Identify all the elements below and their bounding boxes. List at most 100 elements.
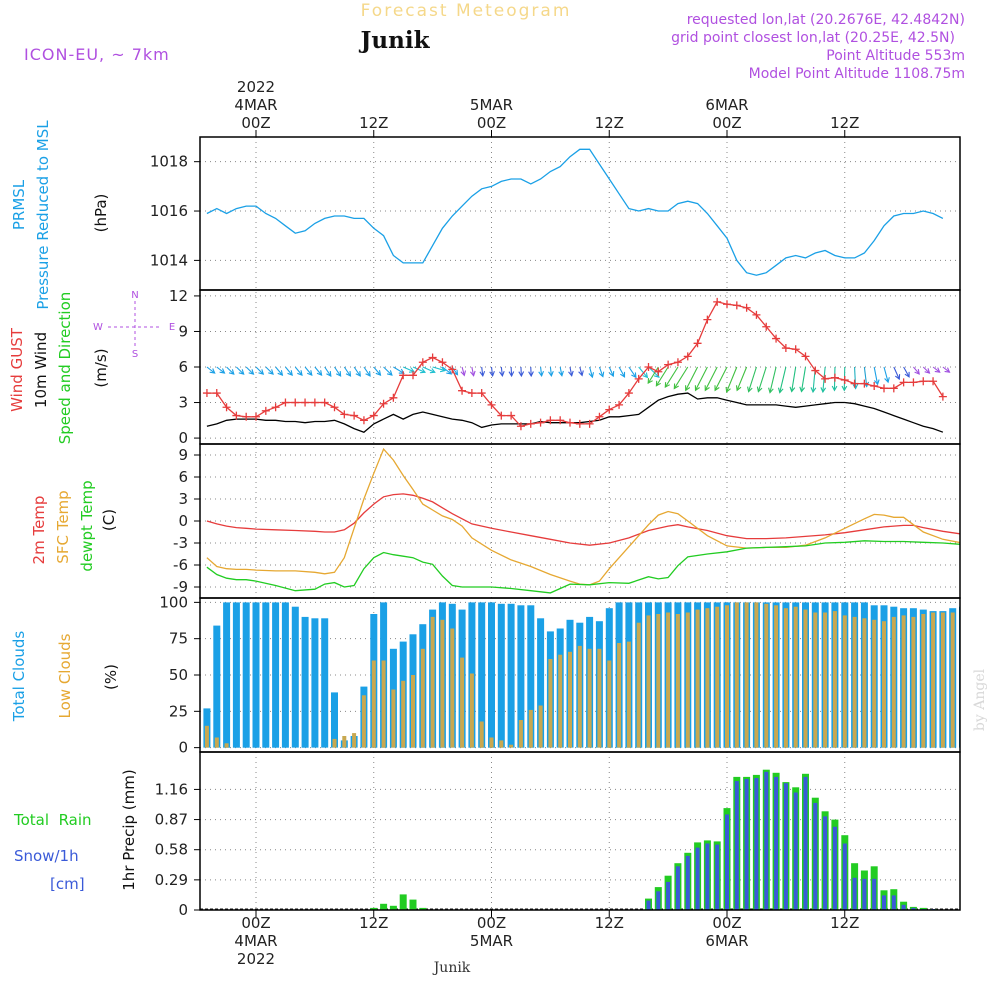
y-grid-panel-1 bbox=[200, 161, 960, 261]
wind-arrow-head bbox=[489, 371, 495, 378]
low-cloud-bar bbox=[646, 615, 651, 748]
wind-series bbox=[206, 301, 944, 433]
credit-watermark: by Angel bbox=[972, 668, 988, 731]
rain-bar bbox=[380, 903, 388, 910]
wind-arrow-head bbox=[647, 378, 653, 385]
wind-arrow bbox=[549, 366, 552, 376]
wind-arrow-head bbox=[209, 368, 216, 374]
low-cloud-bar bbox=[695, 609, 700, 748]
wind-arrow-head bbox=[365, 371, 371, 377]
y-tick-label: 6 bbox=[178, 468, 188, 486]
gust-marker bbox=[202, 389, 211, 398]
gust-marker bbox=[320, 398, 329, 407]
snow-bar bbox=[882, 895, 886, 910]
prmsl-line bbox=[206, 148, 944, 276]
wind-arrow bbox=[442, 366, 452, 375]
gust-marker bbox=[938, 392, 947, 401]
wind-10m-label: 10m Wind bbox=[32, 332, 50, 408]
y-axis-panel-5: 0 0.29 0.58 0.87 1.16 bbox=[155, 780, 200, 919]
wind-arrow bbox=[695, 366, 708, 391]
wind-arrow-head bbox=[756, 386, 763, 393]
snow-bar bbox=[754, 778, 759, 910]
gust-marker bbox=[781, 344, 790, 353]
snow-bar bbox=[823, 816, 828, 910]
gust-marker bbox=[467, 389, 476, 398]
wind-arrow bbox=[471, 366, 475, 376]
snow-bar bbox=[744, 779, 749, 910]
rain-bar bbox=[409, 899, 417, 910]
low-cloud-bar bbox=[411, 675, 415, 748]
gust-marker bbox=[605, 405, 614, 414]
snow-bar bbox=[734, 781, 739, 910]
celsius-unit: (C) bbox=[100, 509, 118, 531]
gust-marker bbox=[379, 399, 388, 408]
top-time-label: 00Z bbox=[241, 114, 270, 132]
y-tick-label: 1018 bbox=[150, 153, 188, 171]
gust-marker bbox=[624, 389, 633, 398]
gust-marker bbox=[536, 418, 545, 427]
wind-arrow-head bbox=[735, 385, 742, 392]
top-day-label: 5MAR bbox=[470, 96, 513, 114]
wind-arrow bbox=[608, 366, 614, 377]
wind-arrow bbox=[314, 366, 323, 376]
wind-arrow bbox=[334, 366, 342, 377]
total-cloud-bar bbox=[331, 692, 338, 748]
wind-arrow-head bbox=[685, 385, 691, 392]
speed-direction-label: Speed and Direction bbox=[56, 292, 74, 445]
wind-arrow bbox=[255, 366, 264, 375]
snow-bar bbox=[862, 878, 867, 910]
gust-marker bbox=[644, 363, 653, 371]
wind-arrow-head bbox=[469, 370, 476, 377]
wind-arrow-head bbox=[578, 370, 584, 377]
snow-bar bbox=[842, 843, 847, 910]
total-cloud-bar bbox=[527, 605, 535, 748]
low-cloud-bar bbox=[450, 628, 455, 748]
wind-arrow-head bbox=[345, 371, 352, 377]
gust-marker bbox=[252, 412, 260, 421]
wind-arrow bbox=[393, 366, 405, 374]
panel-frame-1 bbox=[199, 136, 961, 291]
gust-marker bbox=[212, 389, 221, 398]
wind-arrow-head bbox=[528, 371, 534, 378]
wind-arrow bbox=[490, 366, 494, 376]
low-cloud-bar bbox=[538, 705, 543, 748]
wind-arrow bbox=[461, 366, 465, 376]
y-tick-label: 3 bbox=[178, 394, 188, 412]
wind-arrow-head bbox=[548, 370, 554, 378]
gust-marker bbox=[418, 358, 427, 367]
wind-arrow bbox=[655, 366, 669, 387]
wind-arrow bbox=[779, 366, 787, 393]
wind-arrow-head bbox=[789, 386, 796, 393]
gust-marker bbox=[438, 358, 447, 367]
gust-marker bbox=[526, 419, 535, 428]
low-cloud-bar bbox=[518, 720, 523, 748]
low-cloud-bar bbox=[931, 612, 936, 748]
y-tick-label: 9 bbox=[178, 446, 188, 464]
wind-arrow-head bbox=[335, 371, 342, 377]
wind-arrow-head bbox=[704, 385, 710, 392]
total-clouds-label: Total Clouds bbox=[10, 631, 28, 723]
low-cloud-bar bbox=[577, 645, 582, 748]
low-cloud-bar bbox=[754, 602, 759, 748]
snow-bar bbox=[813, 802, 818, 910]
wind-arrow-head bbox=[375, 370, 382, 376]
bottom-time-label: 00Z bbox=[241, 914, 270, 932]
wind-arrow-head bbox=[642, 372, 649, 379]
low-cloud-bar bbox=[803, 609, 808, 748]
gust-marker bbox=[752, 310, 761, 319]
gust-marker bbox=[575, 419, 584, 428]
wind-arrow-head bbox=[228, 369, 235, 375]
rain-bar bbox=[919, 907, 927, 910]
low-cloud-bar bbox=[352, 733, 357, 748]
total-cloud-bar bbox=[517, 605, 525, 748]
gust-marker bbox=[399, 371, 408, 380]
wind-arrow bbox=[685, 366, 699, 391]
wind-arrow bbox=[481, 366, 484, 376]
wind-arrow-head bbox=[631, 372, 637, 379]
snow-bar bbox=[685, 855, 690, 910]
total-cloud-bar bbox=[488, 602, 495, 748]
percent-unit: (%) bbox=[102, 664, 120, 690]
bottom-day-label: 4MAR bbox=[234, 932, 277, 950]
low-cloud-bar bbox=[764, 603, 769, 748]
